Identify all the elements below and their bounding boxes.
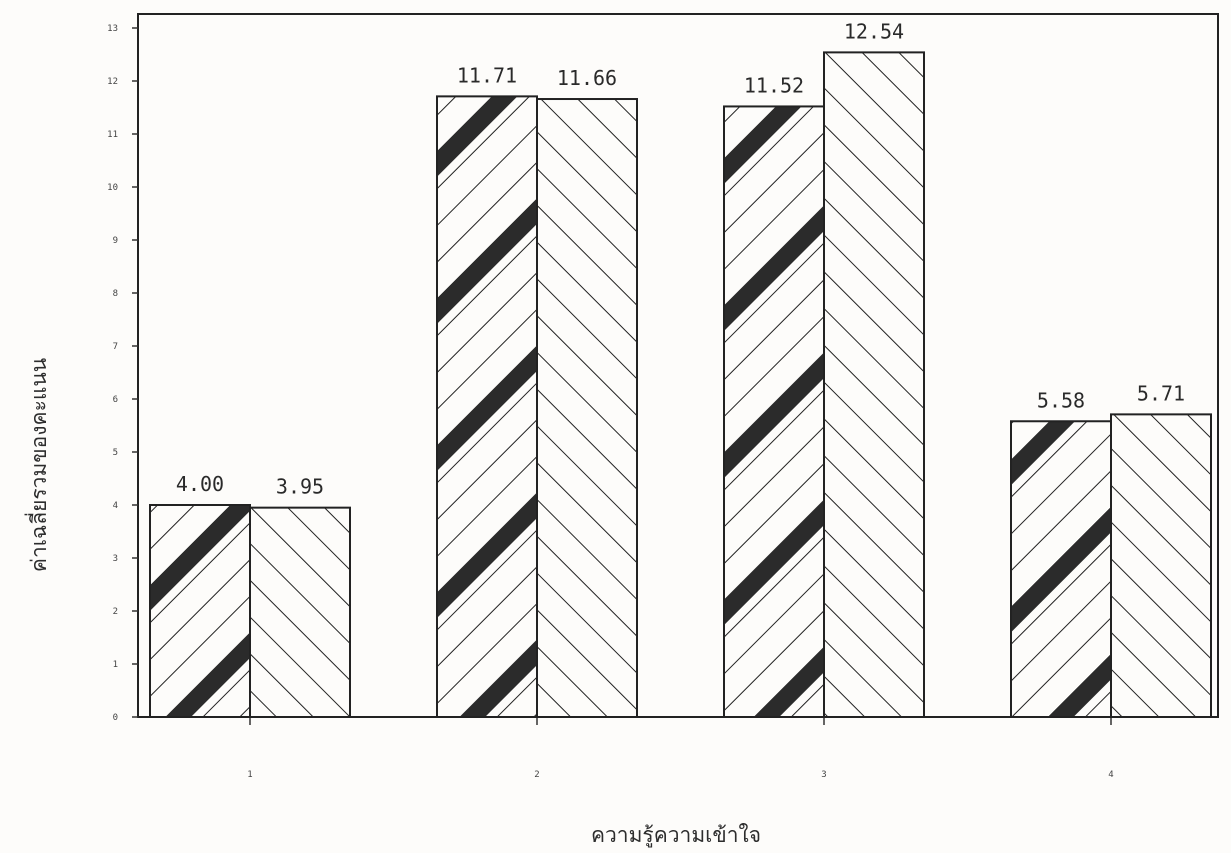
bar-series-2 (823, 51, 925, 718)
bar-series-1-heavy-stripes (150, 505, 250, 717)
x-axis-ticks: 1 2 3 4 (247, 717, 1114, 780)
bar-series-2-hatch (250, 507, 350, 717)
y-tick-label: 10 (107, 183, 118, 193)
data-label: 5.58 (1037, 388, 1085, 412)
x-axis-label: ความรู้ความเข้าใจ (591, 823, 761, 848)
y-tick-label: 7 (113, 342, 118, 352)
bar-series-2 (249, 506, 351, 718)
data-label: 11.66 (557, 66, 617, 90)
data-label: 11.52 (744, 73, 804, 97)
y-tick-label: 2 (113, 607, 118, 617)
y-tick-label: 5 (113, 448, 118, 458)
y-tick-label: 0 (113, 713, 118, 723)
bar-series-2 (536, 98, 638, 718)
y-tick-label: 6 (113, 395, 118, 405)
y-tick-label: 8 (113, 289, 118, 299)
bar-series-2-hatch (537, 99, 637, 717)
x-tick-label: 4 (1108, 770, 1113, 780)
data-label: 3.95 (276, 475, 324, 499)
data-label: 12.54 (844, 19, 904, 43)
y-tick-label: 9 (113, 236, 118, 246)
y-tick-label: 1 (113, 660, 118, 670)
y-tick-label: 3 (113, 554, 118, 564)
y-axis-label: ค่าเฉลี่ยรวมของคะแนน (24, 358, 51, 572)
y-tick-label: 13 (107, 24, 118, 34)
bar-series-2 (1110, 413, 1212, 718)
plot-frame (137, 13, 1219, 718)
bar-series-1-heavy-stripes (437, 96, 537, 718)
data-label: 4.00 (176, 472, 224, 496)
y-tick-label: 11 (107, 130, 118, 140)
data-labels: 4.00 3.95 11.71 11.66 11.52 12.54 5.58 5.71 (176, 19, 1185, 498)
y-tick-label: 4 (113, 501, 118, 511)
data-label: 5.71 (1137, 381, 1185, 405)
x-tick-label: 3 (821, 770, 826, 780)
bar-series-2-hatch (824, 52, 924, 717)
bar-series-1-heavy-stripes (724, 106, 824, 717)
y-tick-label: 12 (107, 77, 118, 87)
bars (149, 51, 1212, 719)
x-tick-label: 1 (247, 770, 252, 780)
data-label: 11.71 (457, 63, 517, 87)
bar-series-2-hatch (1111, 414, 1211, 717)
x-tick-label: 2 (534, 770, 539, 780)
bar-series-1-heavy-stripes (1011, 421, 1111, 717)
